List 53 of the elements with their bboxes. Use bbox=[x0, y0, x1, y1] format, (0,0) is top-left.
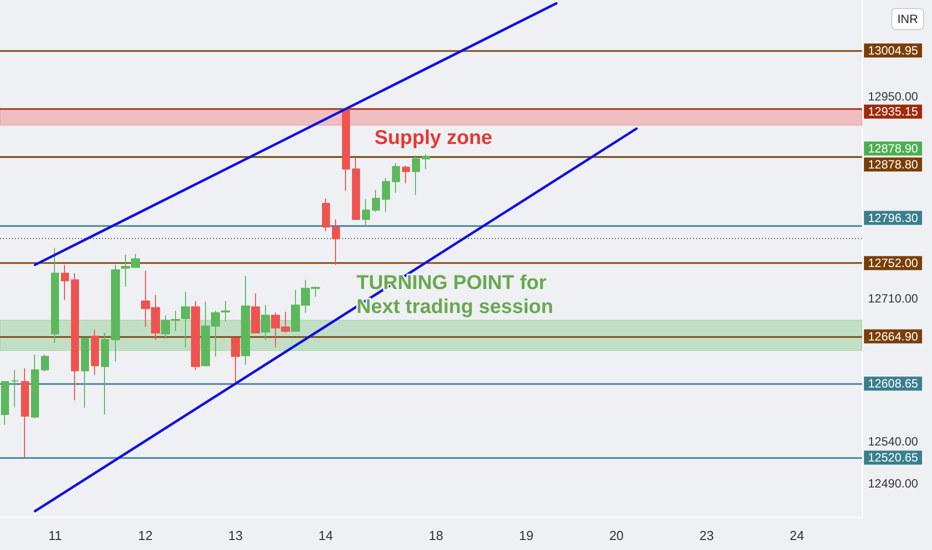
y-tick-label: 12950.00 bbox=[868, 90, 918, 104]
annotation: Supply zone bbox=[374, 127, 492, 149]
candlestick bbox=[11, 369, 19, 408]
candlestick bbox=[1, 381, 9, 426]
ref-line-label: 12608.65 bbox=[868, 376, 918, 391]
candlestick bbox=[362, 198, 370, 226]
candlestick bbox=[322, 198, 330, 232]
candlestick bbox=[231, 337, 240, 384]
candlestick bbox=[91, 329, 99, 376]
candlestick bbox=[382, 178, 390, 212]
ref-line-label: 12520.65 bbox=[868, 450, 918, 465]
candlestick bbox=[41, 354, 49, 372]
candlestick bbox=[261, 304, 270, 340]
candlestick bbox=[402, 165, 410, 184]
candlestick bbox=[21, 368, 29, 458]
y-tick-label: 12710.00 bbox=[868, 291, 918, 306]
candlestick bbox=[372, 189, 380, 212]
ref-line-label: 12664.90 bbox=[868, 329, 918, 344]
x-tick-label: 13 bbox=[228, 528, 243, 543]
candlestick bbox=[111, 264, 120, 362]
y-tick-label: 12490.00 bbox=[868, 476, 918, 490]
x-tick-label: 18 bbox=[428, 528, 444, 543]
ref-line-label: 12796.30 bbox=[868, 210, 918, 225]
candlestick bbox=[71, 272, 79, 401]
candlestick bbox=[191, 300, 200, 370]
text: INR bbox=[897, 12, 918, 26]
candlestick bbox=[392, 162, 400, 194]
candlestick bbox=[241, 275, 250, 366]
candlestick bbox=[181, 291, 190, 348]
x-tick-label: 24 bbox=[790, 528, 804, 543]
candlestick bbox=[251, 292, 260, 334]
candlestick bbox=[412, 155, 420, 196]
ref-line-label: 12878.80 bbox=[868, 158, 918, 172]
x-tick-label: 20 bbox=[609, 528, 624, 543]
candlestick bbox=[51, 247, 59, 344]
x-tick-label: 12 bbox=[138, 528, 153, 543]
ref-line-label: 12935.15 bbox=[868, 104, 918, 119]
candlestick bbox=[342, 108, 350, 192]
x-tick-label: 14 bbox=[318, 528, 333, 543]
candlestick bbox=[422, 154, 430, 170]
x-tick-label: 11 bbox=[48, 528, 62, 543]
x-tick-label: 19 bbox=[518, 528, 534, 543]
ref-line-label: 12878.90 bbox=[868, 141, 918, 156]
candlestick bbox=[81, 337, 89, 408]
ref-line-label: 12752.00 bbox=[868, 256, 918, 270]
ref-line-label: 13004.95 bbox=[868, 43, 918, 58]
candlestick bbox=[352, 158, 360, 220]
y-tick-label: 12540.00 bbox=[868, 434, 918, 448]
candlestick bbox=[31, 354, 39, 420]
candlestick bbox=[332, 218, 340, 266]
candlestick bbox=[61, 264, 69, 301]
candlestick bbox=[101, 332, 109, 415]
x-tick-label: 23 bbox=[699, 528, 714, 543]
